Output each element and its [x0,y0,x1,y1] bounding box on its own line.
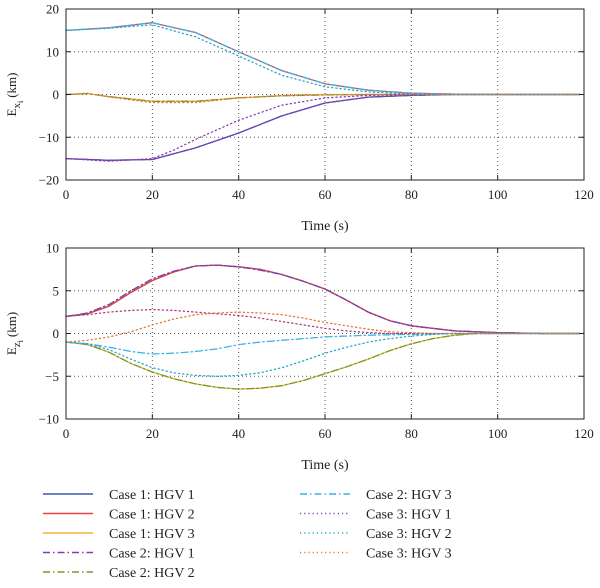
y-axis-label: Exi (km) [4,73,25,117]
y-tick-label: 10 [46,44,59,59]
x-tick-label: 0 [63,187,70,202]
x-tick-label: 120 [574,187,594,202]
legend-label: Case 2: HGV 2 [109,566,195,581]
x-tick-label: 40 [232,426,245,441]
legend-label: Case 1: HGV 2 [109,508,195,523]
series-line [65,311,581,343]
y-axis-label-main: E [4,347,19,355]
y-axis-label-sub: z [11,342,23,347]
y-axis-label: Ezi (km) [4,312,25,355]
legend-label: Case 2: HGV 1 [109,547,195,562]
series-line [65,93,581,162]
x-tick-label: 80 [405,426,418,441]
series-line [65,93,581,161]
x-tick-label: 60 [319,426,332,441]
series-line [65,332,581,355]
y-axis-label-main: E [4,108,19,116]
series-line [65,264,581,335]
plot-position-error-z: 0 20 40 60 80 100 120 −10 −5 0 5 10 Time (s) Ezi (km) [4,241,594,474]
y-tick-label: −10 [39,130,59,145]
x-tick-label: 40 [232,187,245,202]
series-line [65,264,581,335]
legend-label: Case 3: HGV 2 [366,527,452,542]
legend-label: Case 3: HGV 1 [366,508,452,523]
plot-position-error-x: 0 20 40 60 80 100 120 −20 −10 0 10 20 Time (s) Exi (km… [4,2,594,235]
y-tick-label: −5 [45,369,59,384]
x-tick-label: 120 [574,426,594,441]
y-tick-label: −20 [39,173,59,188]
x-tick-label: 80 [405,187,418,202]
y-tick-label: 5 [53,283,60,298]
y-tick-label: 20 [46,2,59,17]
series-line [65,332,581,390]
x-axis-label: Time (s) [301,458,349,473]
legend-label: Case 1: HGV 3 [109,527,195,542]
series-line [65,24,581,96]
x-tick-label: 60 [319,187,332,202]
series-line [65,92,581,104]
series-line [65,332,581,390]
y-axis-label-unit: (km) [4,73,19,98]
y-axis-label-subsub: i [16,100,25,103]
legend: Case 1: HGV 1 Case 2: HGV 3 Case 1: HGV 2 C… [43,488,452,581]
x-tick-label: 100 [488,187,508,202]
y-tick-label: 0 [53,87,60,102]
legend-label: Case 2: HGV 3 [366,488,452,503]
y-axis-label-sub: x [11,103,23,109]
series-line [65,22,581,96]
series-line [65,93,581,161]
y-tick-label: 0 [53,326,60,341]
x-tick-label: 20 [146,426,159,441]
x-tick-label: 0 [63,426,70,441]
y-axis-label-subsub: i [16,339,25,342]
legend-label: Case 1: HGV 1 [109,488,195,503]
series-line [65,264,581,335]
series-line [65,332,581,377]
y-tick-label: −10 [39,412,59,427]
y-axis-label-unit: (km) [4,312,19,337]
x-axis-label: Time (s) [301,219,349,234]
x-tick-label: 100 [488,426,508,441]
series-line [65,308,581,335]
legend-label: Case 3: HGV 3 [366,547,452,562]
y-tick-label: 10 [46,241,59,256]
series-line [65,22,581,96]
x-tick-label: 20 [146,187,159,202]
